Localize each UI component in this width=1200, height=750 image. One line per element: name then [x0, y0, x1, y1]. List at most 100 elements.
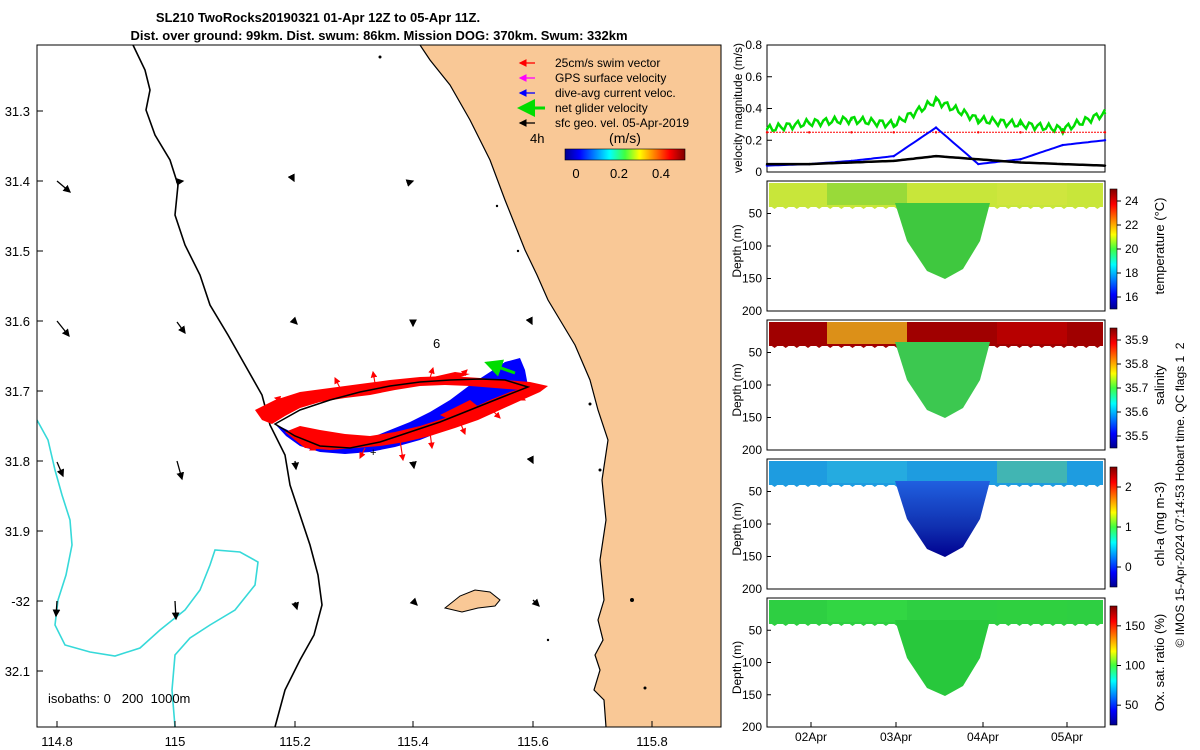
- footer-credit: © IMOS 15-Apr-2024 07:14:53 Hobart time.…: [1173, 342, 1187, 647]
- swim-vector-arrows: [273, 366, 526, 462]
- colorbar-tick-label: 0: [1125, 560, 1132, 574]
- sfc-geo-velocity-vectors: [52, 173, 540, 621]
- section-deep-core: [895, 620, 990, 696]
- colorbar-tick-label: 35.9: [1125, 333, 1149, 347]
- velocity-frame: [766, 44, 1106, 173]
- colorbar-tick-label: 16: [1125, 290, 1139, 304]
- depth-tick-label: 200: [742, 582, 762, 596]
- depth-tick-label: 100: [742, 517, 762, 531]
- depth-tick-label: 50: [749, 346, 763, 360]
- depth-tick-label: 50: [749, 207, 763, 221]
- track-start-marker: +: [370, 447, 376, 459]
- time-axis: 02Apr 03Apr 04Apr 05Apr: [795, 722, 1083, 744]
- colorbar-tick-label: 20: [1125, 242, 1139, 256]
- map-x-tick-label: 115: [165, 734, 186, 749]
- colorbar-tick-label: 35.6: [1125, 405, 1149, 419]
- velocity-point: [765, 162, 769, 166]
- velocity-point: [1019, 161, 1022, 164]
- velocity-y-tick-label: 0.2: [745, 133, 762, 147]
- colorbar-tick-2: 0.4: [652, 166, 670, 181]
- section-deep-core: [895, 481, 990, 557]
- colorbar-tick-label: 35.5: [1125, 429, 1149, 443]
- velocity-point: [1019, 131, 1022, 134]
- legend-item-dive-avg-current: dive-avg current veloc.: [518, 86, 676, 100]
- map-legend: 25cm/s swim vector GPS surface velocity …: [517, 56, 689, 181]
- velocity-point: [1019, 158, 1022, 161]
- colorbar-label: Ox. sat. ratio (%): [1152, 614, 1167, 712]
- velocity-point: [892, 159, 895, 163]
- colorbar-tick-label: 2: [1125, 480, 1132, 494]
- section-edge-band: [997, 322, 1067, 344]
- velocity-point: [808, 121, 811, 124]
- map-panel: + 6 isobaths: 0 200 1000m 114.8 115 115.2 1…: [5, 44, 722, 749]
- depth-tick-label: 150: [742, 550, 762, 564]
- section-edge-band: [997, 600, 1067, 622]
- velocity-point: [1061, 127, 1064, 131]
- section-panel-chl-a: 50 100 150 200 Depth (m) 0 1 2 chl-a (mg m-3): [730, 458, 1167, 596]
- velocity-point: [808, 131, 811, 134]
- map-y-tick-label: 31.4: [5, 174, 30, 189]
- time-tick-label: 04Apr: [967, 730, 999, 744]
- colorbar-label: salinity: [1152, 365, 1167, 405]
- speed-colorbar: [564, 148, 686, 161]
- velocity-point: [977, 131, 980, 134]
- velocity-panel: 0 0.2 0.4 0.6 0.8 velocity magnitude (m/s): [731, 38, 1107, 179]
- map-y-tick-label: -32: [11, 594, 30, 609]
- section-deep-core: [895, 342, 990, 418]
- colorbar-label: chl-a (mg m-3): [1152, 482, 1167, 567]
- title-line-1: SL210 TwoRocks20190321 01-Apr 12Z to 05-…: [156, 10, 480, 25]
- glider-track: [273, 378, 531, 449]
- svg-text:GPS surface velocity: GPS surface velocity: [555, 71, 666, 85]
- colorbar-tick-label: 35.7: [1125, 381, 1149, 395]
- velocity-point: [850, 131, 853, 134]
- colorbar-label: temperature (°C): [1152, 198, 1167, 295]
- velocity-point: [1103, 139, 1107, 142]
- isobath-200m: [132, 45, 323, 727]
- depth-tick-label: 100: [742, 239, 762, 253]
- section-panel-salinity: 50 100 150 200 Depth (m) 35.5 35.6 35.7 35.8 35.9…: [730, 319, 1167, 457]
- colorbar-tick-label: 24: [1125, 194, 1139, 208]
- island: [443, 589, 501, 613]
- colorbar-tick-label: 50: [1125, 698, 1139, 712]
- svg-text:25cm/s swim vector: 25cm/s swim vector: [555, 56, 660, 70]
- isobath-1000m: [37, 419, 259, 727]
- map-y-axis: 31.3 31.4 31.5 31.6 31.7 31.8 31.9 -32 32.1: [5, 104, 43, 679]
- svg-text:dive-avg current veloc.: dive-avg current veloc.: [555, 86, 676, 100]
- velocity-point: [1061, 131, 1064, 134]
- section-panel-temperature: 50 100 150 200 Depth (m) 16 18 20 22 24 temperatur…: [730, 180, 1167, 318]
- map-x-tick-label: 115.2: [279, 734, 311, 749]
- track-label: 6: [433, 336, 440, 351]
- depth-tick-label: 150: [742, 272, 762, 286]
- depth-tick-label: 150: [742, 411, 762, 425]
- net-glider-velocity-arrow: [484, 359, 516, 377]
- legend-item-sfc-geo-vel: sfc geo. vel. 05-Apr-2019: [518, 116, 689, 130]
- velocity-point: [892, 131, 895, 134]
- depth-tick-label: 200: [742, 443, 762, 457]
- map-y-tick-label: 31.3: [5, 104, 30, 119]
- velocity-point: [1061, 162, 1064, 166]
- velocity-point: [808, 162, 811, 166]
- land-mass: [420, 45, 721, 727]
- svg-text:sfc geo. vel. 05-Apr-2019: sfc geo. vel. 05-Apr-2019: [555, 116, 689, 130]
- section-colorbar: [1109, 605, 1118, 726]
- velocity-point: [850, 161, 853, 164]
- velocity-series-line: [765, 94, 1107, 136]
- velocity-point: [977, 158, 980, 161]
- section-mid-band: [827, 600, 907, 622]
- depth-tick-label: 100: [742, 656, 762, 670]
- velocity-point: [934, 99, 938, 102]
- map-x-tick-label: 114.8: [41, 734, 73, 749]
- colorbar-tick-label: 18: [1125, 266, 1139, 280]
- velocity-point: [892, 123, 895, 126]
- velocity-y-tick-label: 0.8: [745, 38, 762, 52]
- velocity-point: [934, 154, 938, 158]
- time-tick-label: 03Apr: [880, 730, 912, 744]
- velocity-point: [1103, 112, 1107, 115]
- section-mid-band: [827, 183, 907, 205]
- velocity-series: [765, 94, 1107, 167]
- section-colorbar: [1109, 466, 1118, 588]
- velocity-point: [1103, 164, 1107, 167]
- depth-axis-label: Depth (m): [730, 502, 744, 555]
